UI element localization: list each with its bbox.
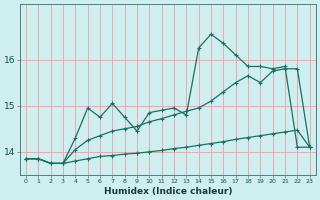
X-axis label: Humidex (Indice chaleur): Humidex (Indice chaleur) — [104, 187, 232, 196]
